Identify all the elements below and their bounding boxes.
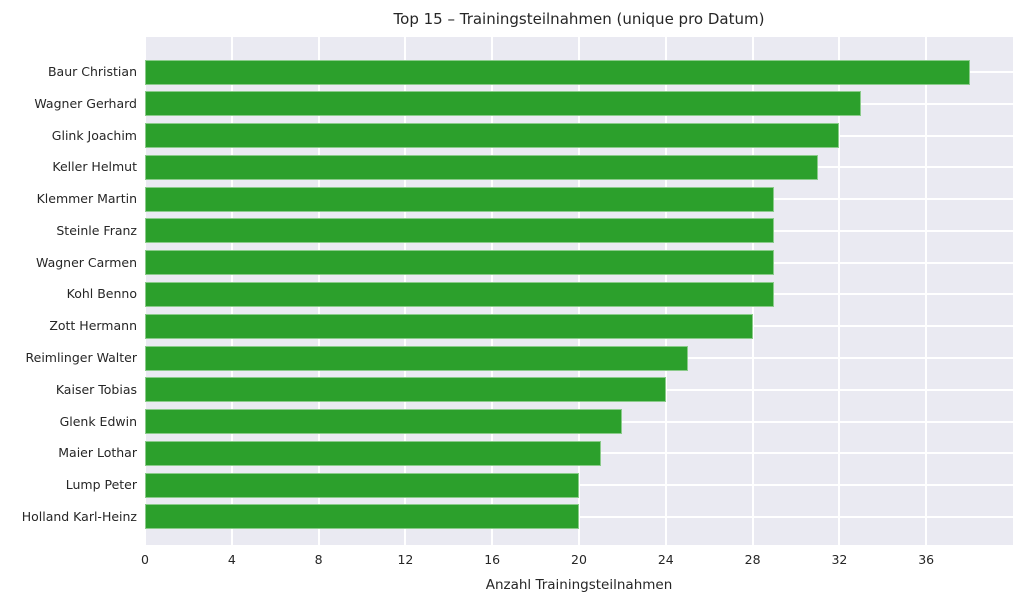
y-tick-label-8: Zott Hermann [49,318,137,334]
gridline-x-32 [838,37,841,545]
x-tick-label-0: 0 [141,552,149,567]
x-tick-label-36: 36 [918,552,935,567]
x-tick-label-4: 4 [227,552,236,567]
y-tick-label-6: Wagner Carmen [36,254,137,270]
y-tick-label-7: Kohl Benno [66,286,137,302]
y-tick-label-4: Klemmer Martin [36,191,137,207]
y-tick-label-13: Lump Peter [65,477,137,493]
x-tick-label-20: 20 [571,552,587,567]
bar-11 [145,409,623,435]
x-axis-label: Anzahl Trainingsteilnahmen [485,577,673,593]
y-tick-label-10: Kaiser Tobias [55,381,137,397]
y-tick-label-12: Maier Lothar [58,445,137,461]
x-tick-label-12: 12 [397,552,414,567]
bar-7 [145,281,775,307]
bar-6 [145,250,775,276]
plot-area [145,37,1013,545]
y-tick-label-5: Steinle Franz [56,222,137,238]
y-tick-label-9: Reimlinger Walter [25,350,138,366]
bar-3 [145,154,818,180]
chart-title: Top 15 – Trainingsteilnahmen (unique pro… [393,10,765,28]
bar-13 [145,472,579,498]
x-tick-label-32: 32 [831,552,848,567]
bar-9 [145,345,688,371]
bar-4 [145,186,775,212]
bar-0 [145,59,970,85]
x-tick-label-24: 24 [657,552,674,567]
x-tick-label-28: 28 [744,552,761,567]
y-tick-label-2: Glink Joachim [51,127,137,143]
bar-14 [145,504,579,530]
bar-12 [145,440,601,466]
y-tick-label-1: Wagner Gerhard [34,95,137,111]
y-tick-label-11: Glenk Edwin [59,413,137,429]
gridline-y-13 [145,484,1013,487]
gridline-x-36 [925,37,928,545]
x-tick-label-8: 8 [314,552,323,567]
y-tick-label-3: Keller Helmut [52,159,137,175]
bar-10 [145,377,666,403]
x-tick-label-16: 16 [484,552,501,567]
gridline-y-14 [145,515,1013,518]
bar-1 [145,91,862,117]
bar-5 [145,218,775,244]
y-tick-label-14: Holland Karl-Heinz [21,508,137,524]
bar-2 [145,123,840,149]
bar-8 [145,313,753,339]
y-tick-label-0: Baur Christian [47,64,137,79]
